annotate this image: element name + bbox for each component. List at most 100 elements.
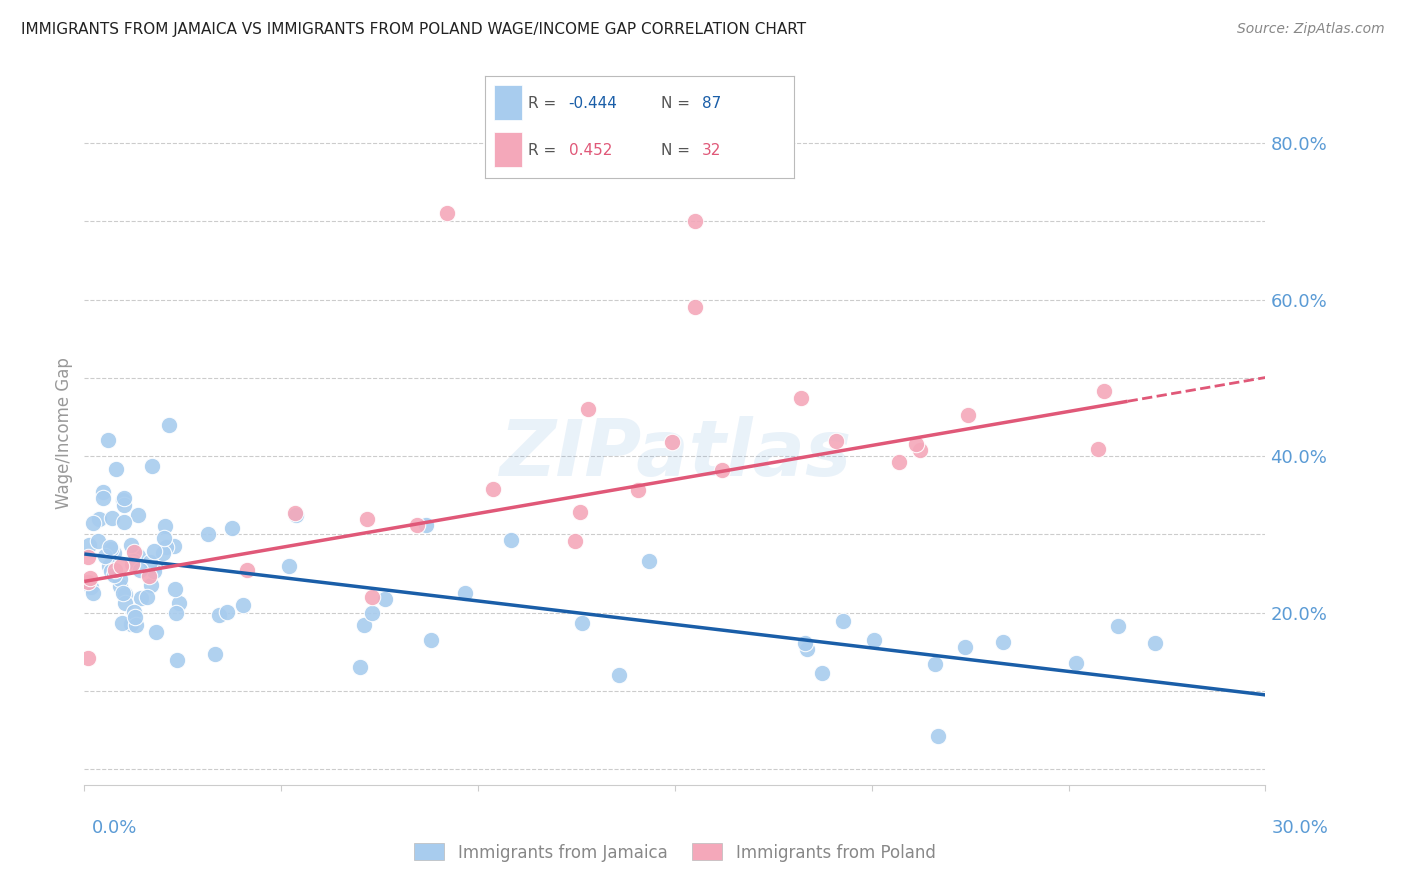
- Point: [142, 564, 165, 578]
- Point: [80, 581, 103, 595]
- Point: [77, 651, 100, 665]
- Point: [1107, 619, 1129, 633]
- Point: [91, 491, 114, 506]
- Point: [284, 506, 307, 520]
- Point: [111, 615, 134, 630]
- Point: [112, 515, 135, 529]
- Point: [1144, 636, 1167, 650]
- Point: [82, 516, 104, 531]
- Point: [374, 592, 396, 607]
- Point: [91, 484, 114, 499]
- Text: -0.444: -0.444: [568, 96, 617, 111]
- Point: [887, 455, 910, 469]
- Point: [141, 578, 163, 592]
- Text: N =: N =: [661, 144, 695, 158]
- Point: [285, 508, 308, 522]
- Point: [863, 633, 886, 648]
- Point: [152, 546, 174, 560]
- Point: [77, 549, 100, 564]
- Point: [825, 434, 848, 448]
- Point: [908, 442, 931, 457]
- Point: [420, 633, 443, 648]
- Point: [207, 607, 229, 622]
- Point: [110, 572, 132, 586]
- Point: [127, 549, 149, 564]
- Point: [135, 591, 157, 605]
- Point: [905, 437, 928, 451]
- Point: [360, 591, 382, 605]
- Text: R =: R =: [529, 144, 567, 158]
- Point: [607, 667, 630, 681]
- Point: [138, 569, 160, 583]
- Point: [112, 493, 135, 508]
- Point: [87, 533, 110, 548]
- FancyBboxPatch shape: [495, 85, 522, 120]
- Point: [98, 540, 121, 554]
- Point: [436, 206, 458, 220]
- Point: [349, 660, 371, 674]
- Point: [794, 636, 817, 650]
- Point: [142, 544, 165, 558]
- Text: 30.0%: 30.0%: [1272, 819, 1329, 837]
- Point: [405, 518, 427, 533]
- Point: [661, 435, 683, 450]
- Point: [415, 518, 437, 533]
- Point: [991, 635, 1014, 649]
- Point: [796, 642, 818, 657]
- Point: [145, 625, 167, 640]
- Point: [232, 598, 254, 612]
- Point: [197, 527, 219, 541]
- Point: [120, 538, 142, 552]
- Point: [165, 582, 187, 596]
- Point: [155, 519, 177, 533]
- Point: [82, 585, 104, 599]
- Y-axis label: Wage/Income Gap: Wage/Income Gap: [55, 357, 73, 508]
- Point: [627, 483, 650, 498]
- Text: 0.0%: 0.0%: [91, 819, 136, 837]
- Point: [139, 556, 162, 570]
- Point: [356, 512, 378, 526]
- Point: [112, 491, 135, 505]
- Point: [121, 557, 143, 571]
- Point: [215, 605, 238, 619]
- Point: [112, 498, 135, 512]
- Point: [103, 567, 125, 582]
- Point: [1092, 384, 1115, 399]
- Point: [97, 434, 120, 448]
- Text: N =: N =: [661, 96, 695, 111]
- Point: [1066, 656, 1088, 670]
- Text: 87: 87: [702, 96, 721, 111]
- Point: [111, 586, 134, 600]
- Point: [124, 544, 146, 558]
- Point: [204, 648, 226, 662]
- Point: [100, 541, 122, 556]
- Point: [103, 546, 125, 560]
- Point: [571, 615, 593, 630]
- Point: [94, 549, 117, 563]
- Point: [576, 401, 599, 416]
- Point: [153, 531, 176, 545]
- Point: [155, 540, 177, 554]
- Point: [114, 596, 136, 610]
- Point: [101, 511, 124, 525]
- Point: [360, 606, 382, 620]
- Point: [221, 521, 243, 535]
- Point: [125, 617, 148, 632]
- Text: ZIPatlas: ZIPatlas: [499, 416, 851, 491]
- Point: [501, 533, 523, 547]
- Point: [163, 539, 186, 553]
- Text: 0.452: 0.452: [568, 144, 612, 158]
- Point: [637, 554, 659, 568]
- Point: [98, 559, 121, 574]
- Point: [564, 533, 586, 548]
- Point: [790, 391, 813, 405]
- Point: [165, 606, 187, 620]
- Point: [831, 615, 853, 629]
- Point: [141, 459, 163, 474]
- Point: [143, 558, 166, 573]
- Point: [169, 596, 191, 610]
- Point: [100, 564, 122, 578]
- Point: [711, 463, 734, 477]
- Point: [166, 653, 188, 667]
- Point: [569, 505, 592, 519]
